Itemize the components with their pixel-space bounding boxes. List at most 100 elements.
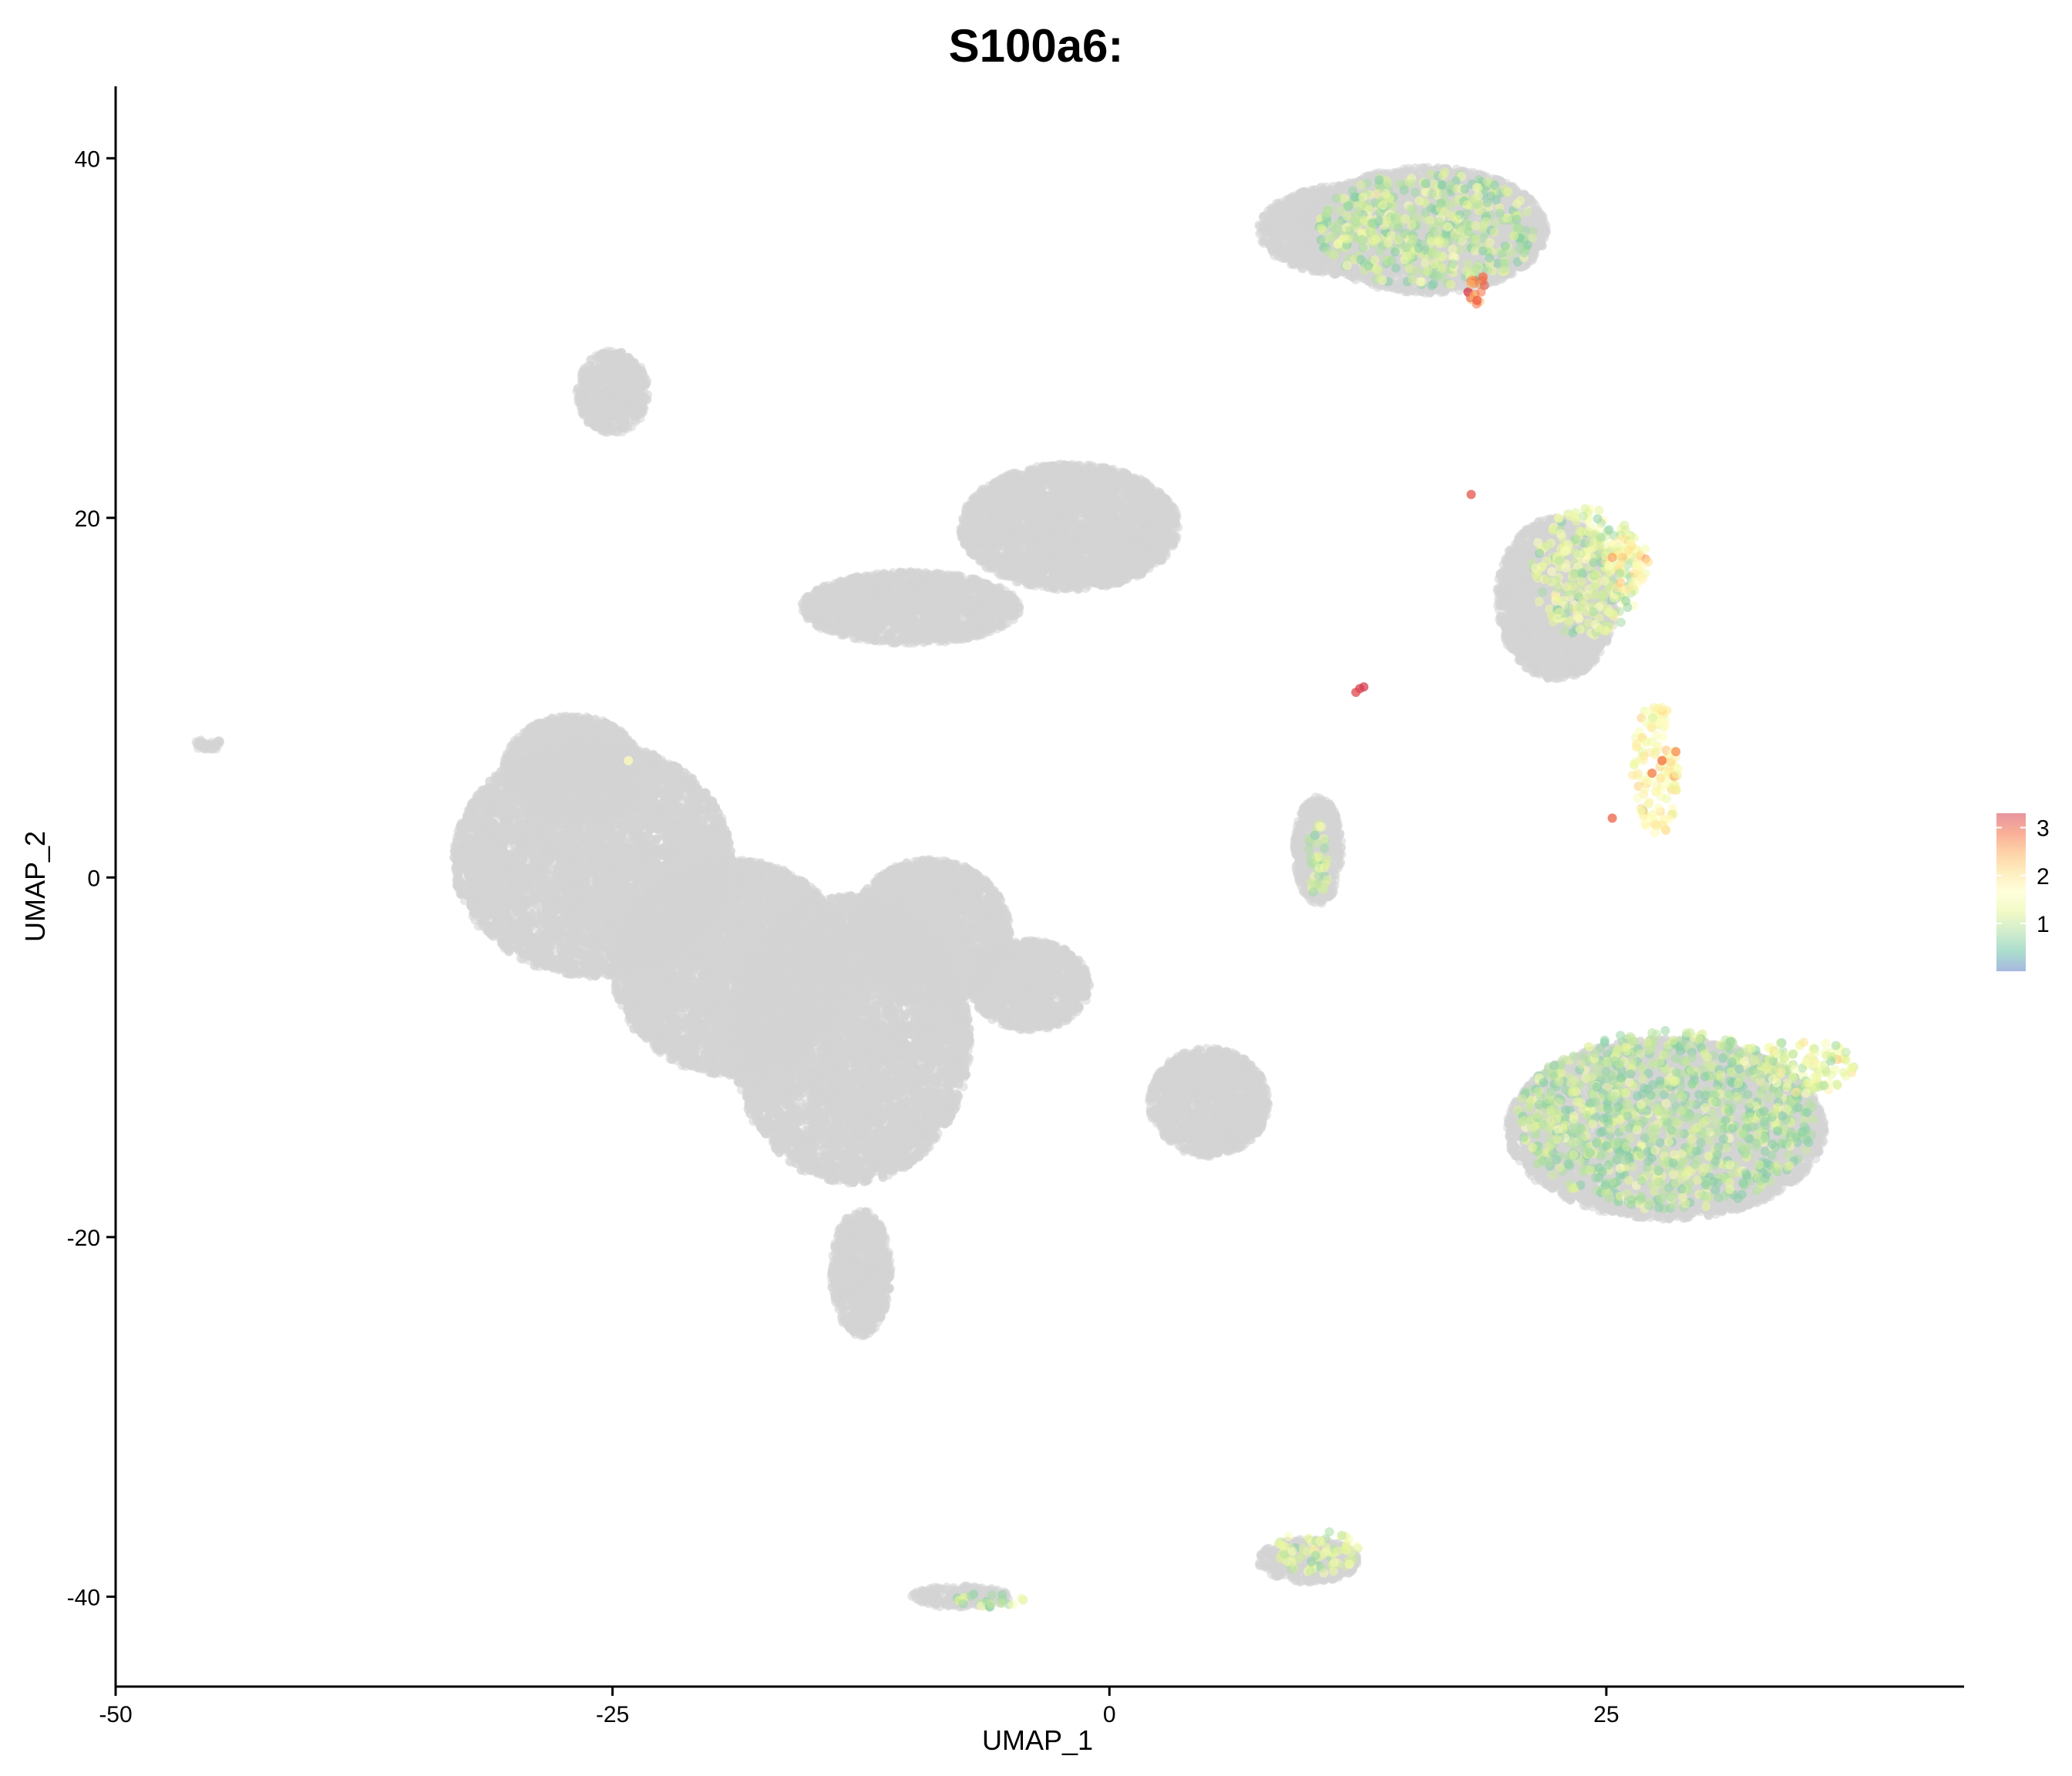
background-point [1014, 540, 1024, 550]
background-point [1022, 534, 1032, 544]
background-point [1101, 463, 1111, 473]
background-point [613, 372, 623, 382]
background-point [1071, 580, 1081, 590]
background-point [1095, 513, 1105, 523]
background-point [1024, 516, 1034, 526]
background-point [983, 526, 992, 536]
background-point [610, 427, 621, 436]
background-point [1053, 525, 1063, 535]
background-point [1152, 489, 1162, 500]
background-point [620, 411, 629, 420]
background-point [1048, 482, 1058, 492]
background-point [1096, 471, 1106, 481]
background-point [213, 736, 223, 746]
background-point [1093, 503, 1103, 513]
background-point [1092, 577, 1102, 586]
background-point [1112, 469, 1122, 478]
background-point [1128, 553, 1139, 563]
background-point [980, 495, 991, 505]
background-point [1031, 536, 1041, 546]
background-point [968, 517, 978, 527]
background-point [605, 360, 615, 370]
background-point [991, 524, 1001, 534]
background-point [1164, 521, 1174, 531]
background-point [1084, 500, 1094, 510]
background-point [969, 526, 979, 536]
background-point [1128, 498, 1138, 508]
background-point [1028, 490, 1038, 500]
background-point [1084, 568, 1094, 577]
background-point [1115, 501, 1125, 511]
background-point [575, 398, 585, 408]
background-point [1078, 555, 1088, 565]
background-point [629, 389, 639, 399]
background-point [1118, 558, 1128, 568]
background-point [1142, 536, 1152, 547]
background-point [1167, 513, 1177, 523]
background-point [1069, 512, 1079, 522]
background-point [1009, 549, 1019, 559]
background-point [1032, 577, 1042, 587]
background-point [997, 512, 1007, 522]
background-point [1056, 515, 1066, 525]
background-point [577, 389, 587, 399]
background-point [1132, 571, 1142, 581]
background-point [585, 412, 595, 422]
background-point [1137, 547, 1147, 556]
background-point [589, 380, 599, 390]
background-point [1013, 493, 1023, 503]
background-point [988, 487, 998, 497]
background-point [1004, 527, 1013, 537]
background-point [1114, 549, 1124, 559]
background-point [1079, 468, 1089, 478]
background-point [1097, 492, 1107, 502]
background-point [1110, 557, 1120, 567]
background-point [1078, 480, 1088, 490]
background-point [1083, 519, 1093, 529]
background-point [1070, 534, 1080, 544]
background-point [602, 399, 612, 409]
background-point [589, 368, 599, 378]
background-point [1138, 525, 1148, 535]
background-point [632, 381, 641, 391]
background-point [1048, 510, 1057, 520]
chart-title: S100a6: [949, 20, 1124, 72]
background-point [612, 382, 621, 392]
background-point [637, 402, 648, 412]
background-point [1038, 526, 1048, 536]
background-point [1147, 503, 1156, 513]
background-point [1051, 559, 1061, 569]
background-point [1112, 534, 1122, 544]
background-point [1116, 484, 1126, 494]
background-point [1021, 501, 1031, 510]
background-point [972, 539, 982, 549]
background-point [979, 485, 989, 495]
background-point [1086, 478, 1095, 488]
background-point [207, 744, 217, 754]
background-point [1173, 523, 1183, 533]
background-point [1085, 509, 1095, 519]
background-point [981, 548, 991, 558]
background-point [1087, 540, 1097, 549]
background-point [1054, 459, 1064, 469]
background-point [621, 363, 631, 373]
background-point [1011, 469, 1021, 478]
background-point [1127, 481, 1137, 491]
background-point [1132, 515, 1142, 525]
background-point [1088, 547, 1098, 557]
background-point [1104, 501, 1114, 511]
background-point [1162, 503, 1172, 513]
background-point [1155, 540, 1166, 550]
background-point [1049, 579, 1059, 589]
background-point [1024, 480, 1034, 490]
background-point [975, 505, 984, 515]
background-point [984, 537, 994, 547]
background-point [1120, 570, 1130, 580]
background-point [1007, 571, 1017, 581]
background-point [1046, 546, 1055, 555]
background-point [1004, 560, 1014, 570]
background-point [1100, 547, 1110, 557]
background-point [1169, 539, 1179, 549]
